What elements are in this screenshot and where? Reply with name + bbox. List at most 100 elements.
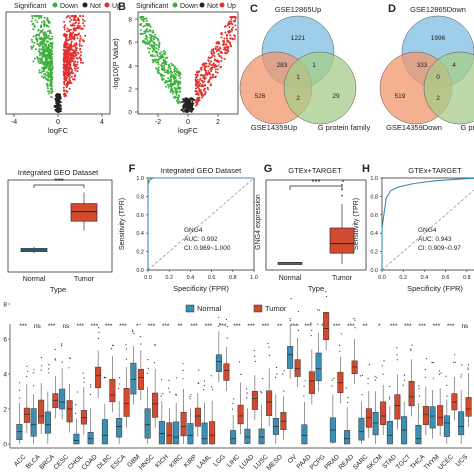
volcano-point bbox=[227, 21, 230, 24]
volcano-point bbox=[198, 70, 201, 73]
volcano-point bbox=[41, 21, 43, 24]
volcano-point bbox=[151, 31, 154, 34]
volcano-point bbox=[232, 38, 235, 41]
volcano-point bbox=[213, 59, 216, 61]
volcano-point bbox=[67, 71, 70, 74]
significance-label: *** bbox=[404, 323, 412, 330]
volcano-point bbox=[64, 63, 67, 66]
volcano-point bbox=[43, 25, 46, 28]
volcano-point bbox=[79, 61, 82, 64]
volcano-point bbox=[51, 37, 53, 40]
volcano-point bbox=[158, 43, 161, 46]
outlier-point bbox=[225, 318, 227, 321]
volcano-point-not bbox=[187, 100, 190, 103]
volcano-point bbox=[30, 38, 33, 41]
volcano-point bbox=[50, 55, 53, 58]
volcano-point bbox=[175, 89, 178, 92]
volcano-point bbox=[210, 50, 213, 53]
volcano-point bbox=[198, 82, 201, 85]
volcano-point bbox=[229, 16, 232, 18]
volcano-point bbox=[76, 70, 79, 73]
volcano-point bbox=[178, 90, 181, 93]
volcano-point bbox=[48, 92, 50, 95]
volcano-point bbox=[39, 43, 42, 46]
volcano-point bbox=[157, 71, 160, 74]
volcano-point bbox=[49, 75, 52, 78]
volcano-point bbox=[76, 67, 79, 69]
volcano-point bbox=[170, 76, 173, 78]
volcano-point bbox=[162, 78, 165, 81]
box-kich-normal bbox=[158, 421, 165, 445]
volcano-point-not bbox=[185, 97, 187, 100]
panel-title: GTEx+TARGET bbox=[408, 166, 462, 175]
outlier-point bbox=[198, 369, 200, 371]
outlier-point bbox=[83, 381, 85, 383]
box-paad-normal bbox=[301, 424, 308, 445]
x-axis-label: Type bbox=[50, 285, 66, 294]
outlier-point bbox=[147, 359, 149, 361]
venn-count-top-right: 1 bbox=[312, 62, 316, 69]
outlier-point bbox=[76, 391, 78, 393]
volcano-point bbox=[51, 53, 54, 56]
volcano-point bbox=[196, 71, 198, 74]
volcano-point bbox=[202, 77, 205, 79]
volcano-point-not bbox=[189, 110, 192, 113]
volcano-point bbox=[38, 62, 41, 65]
outlier-point bbox=[368, 364, 371, 366]
volcano-point bbox=[69, 54, 71, 57]
volcano-point bbox=[73, 67, 76, 70]
outlier-point bbox=[240, 373, 242, 376]
venn-set-label-right: G protein fami bbox=[460, 123, 474, 132]
volcano-point-not bbox=[54, 99, 57, 102]
volcano-point bbox=[67, 47, 70, 50]
outlier-point bbox=[139, 323, 141, 326]
outlier-point bbox=[283, 390, 285, 392]
volcano-point bbox=[157, 66, 160, 69]
volcano-point bbox=[30, 20, 33, 23]
volcano-point bbox=[46, 30, 49, 33]
volcano-point bbox=[234, 24, 237, 27]
volcano-point bbox=[31, 15, 34, 17]
box-cesc-tumor bbox=[66, 400, 73, 423]
volcano-point-not bbox=[185, 103, 188, 106]
plot-frame bbox=[265, 179, 367, 271]
volcano-point bbox=[47, 68, 50, 71]
volcano-point bbox=[32, 44, 35, 47]
cancer-type-label: KIRC bbox=[168, 453, 184, 469]
venn-count-center: 0 bbox=[436, 74, 440, 81]
outlier-point bbox=[410, 348, 412, 350]
volcano-point bbox=[50, 88, 53, 91]
x-tick-label: -2 bbox=[155, 119, 161, 126]
volcano-point bbox=[74, 54, 77, 57]
volcano-point bbox=[66, 27, 69, 30]
volcano-point-not bbox=[192, 98, 195, 101]
box-ucs-normal bbox=[458, 411, 465, 436]
volcano-point bbox=[203, 80, 206, 83]
outlier-point bbox=[359, 375, 362, 377]
volcano-point bbox=[37, 50, 40, 53]
y-tick-label: 0.8 bbox=[370, 194, 378, 200]
volcano-point bbox=[38, 57, 41, 60]
volcano-point bbox=[41, 44, 44, 47]
volcano-point bbox=[148, 33, 151, 36]
volcano-point bbox=[217, 61, 220, 64]
outlier-point bbox=[254, 355, 256, 357]
volcano-point bbox=[222, 43, 225, 46]
cancer-type-label: HNSC bbox=[138, 453, 156, 471]
outlier-point bbox=[54, 358, 56, 360]
outlier-point bbox=[217, 325, 220, 327]
volcano-point bbox=[149, 38, 152, 41]
cancer-type-label: TGCT bbox=[395, 453, 412, 470]
volcano-point bbox=[177, 99, 180, 102]
significance-label: *** bbox=[390, 323, 398, 330]
volcano-point bbox=[199, 78, 202, 80]
volcano-point-not bbox=[57, 96, 60, 99]
volcano-point bbox=[37, 43, 40, 46]
volcano-point bbox=[42, 51, 44, 53]
outlier-point bbox=[175, 394, 178, 396]
outlier-point bbox=[118, 377, 121, 379]
volcano-point bbox=[167, 66, 170, 69]
volcano-point bbox=[172, 82, 174, 85]
outlier-point bbox=[168, 387, 170, 389]
volcano-point bbox=[49, 37, 52, 40]
